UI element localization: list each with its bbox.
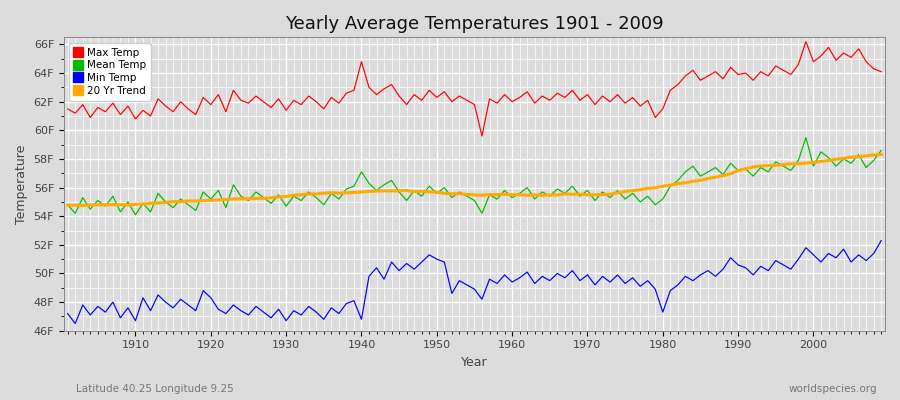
Text: Latitude 40.25 Longitude 9.25: Latitude 40.25 Longitude 9.25 bbox=[76, 384, 234, 394]
Text: worldspecies.org: worldspecies.org bbox=[789, 384, 877, 394]
Legend: Max Temp, Mean Temp, Min Temp, 20 Yr Trend: Max Temp, Mean Temp, Min Temp, 20 Yr Tre… bbox=[69, 42, 151, 101]
Y-axis label: Temperature: Temperature bbox=[15, 144, 28, 224]
Title: Yearly Average Temperatures 1901 - 2009: Yearly Average Temperatures 1901 - 2009 bbox=[285, 15, 664, 33]
X-axis label: Year: Year bbox=[461, 356, 488, 369]
